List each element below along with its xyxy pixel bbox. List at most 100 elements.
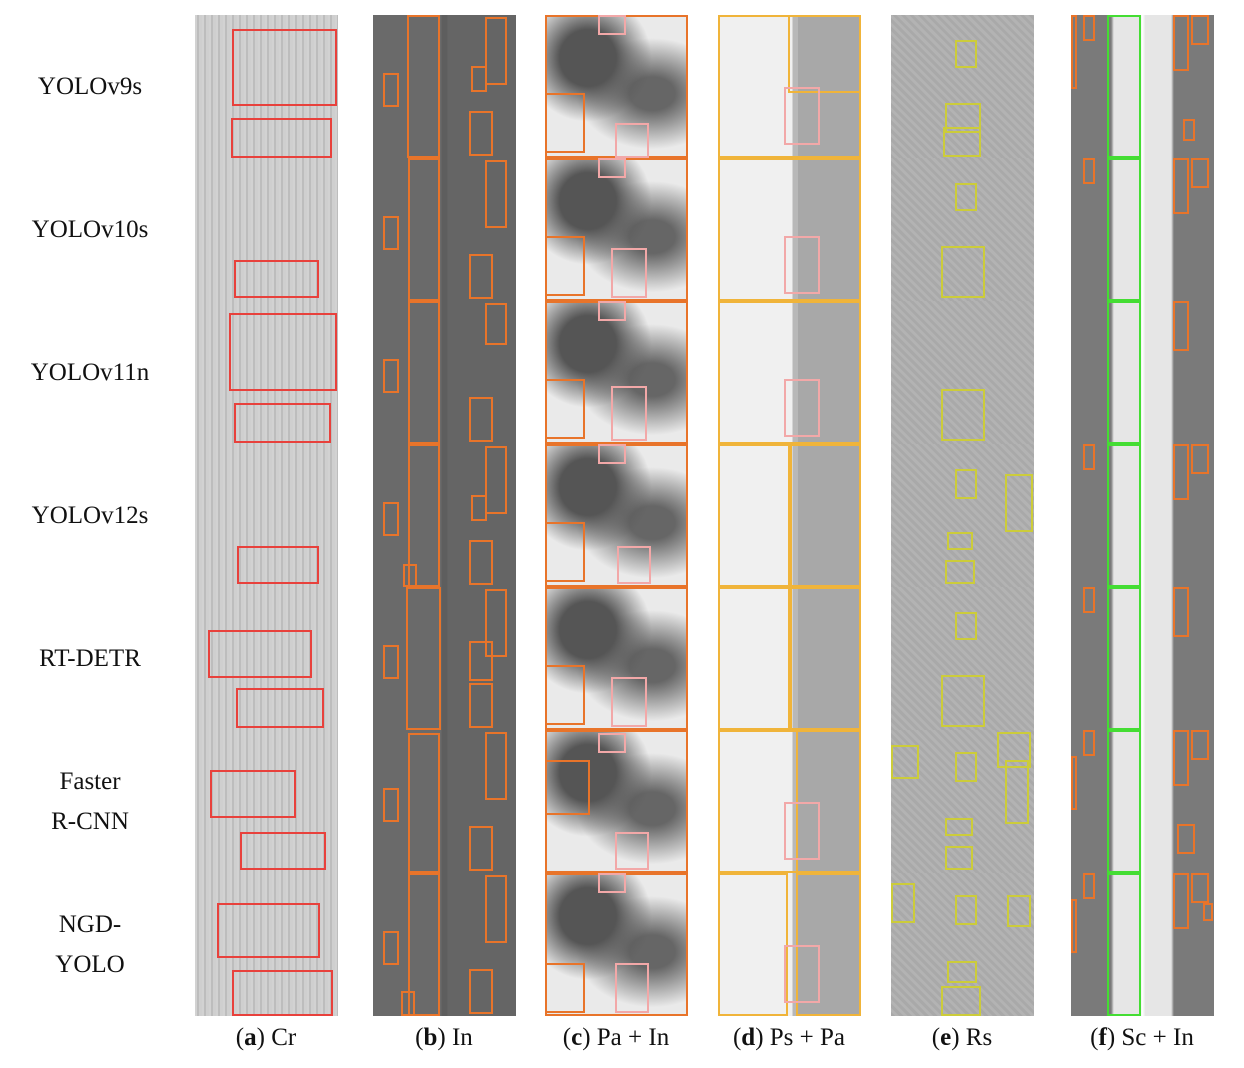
- detection-box: [236, 688, 324, 728]
- detection-box: [1177, 824, 1195, 854]
- detection-box: [469, 641, 493, 681]
- detection-box: [545, 93, 585, 153]
- detection-box: [1173, 873, 1189, 929]
- image-cell: [891, 301, 1034, 444]
- image-cell: [195, 444, 338, 587]
- column-label-f: (f) Sc + In: [1090, 1024, 1194, 1051]
- image-cell: [373, 444, 516, 587]
- detection-box: [383, 73, 399, 107]
- detection-box: [796, 730, 861, 873]
- detection-box: [1083, 587, 1095, 613]
- detection-box: [383, 645, 399, 679]
- image-cell: [1071, 444, 1214, 587]
- detection-box: [545, 236, 585, 296]
- detection-box: [1083, 444, 1095, 470]
- image-cell: [373, 15, 516, 158]
- detection-box: [240, 832, 326, 870]
- detection-box: [234, 260, 319, 298]
- detection-box: [485, 875, 507, 943]
- row-label-yolov10s: YOLOv10s: [31, 216, 149, 243]
- detection-box: [545, 665, 585, 725]
- image-cell: [195, 873, 338, 1016]
- detection-box: [941, 389, 985, 441]
- detection-box: [718, 873, 788, 1016]
- detection-box: [943, 127, 981, 157]
- detection-box: [615, 963, 649, 1013]
- image-cell: [718, 15, 861, 158]
- detection-box: [1191, 158, 1209, 188]
- image-cell: [195, 158, 338, 301]
- detection-box: [615, 123, 649, 158]
- image-cell: [545, 444, 688, 587]
- detection-box: [545, 522, 585, 582]
- detection-box: [469, 397, 493, 442]
- image-cell: [718, 158, 861, 301]
- detection-box: [790, 587, 861, 730]
- column-b-images: [373, 15, 516, 1016]
- image-cell: [1071, 587, 1214, 730]
- detection-box: [217, 903, 320, 958]
- detection-box: [232, 29, 337, 106]
- image-cell: [891, 444, 1034, 587]
- detection-box: [611, 248, 647, 298]
- detection-box: [598, 15, 626, 35]
- detection-box: [1191, 873, 1209, 903]
- detection-box: [406, 587, 441, 730]
- detection-box: [403, 564, 417, 587]
- image-cell: [545, 587, 688, 730]
- image-cell: [718, 873, 861, 1016]
- detection-box: [947, 961, 977, 983]
- detection-box: [1191, 444, 1209, 474]
- detection-box: [469, 540, 493, 585]
- detection-box: [784, 379, 820, 437]
- detection-box: [955, 469, 977, 499]
- detection-box: [718, 587, 790, 730]
- detection-box: [469, 111, 493, 156]
- detection-box: [955, 752, 977, 782]
- detection-box: [229, 313, 337, 391]
- column-label-c: (c) Pa + In: [562, 1024, 670, 1051]
- detection-box: [1005, 760, 1029, 824]
- detection-box: [1173, 15, 1189, 71]
- image-cell: [545, 730, 688, 873]
- detection-box: [955, 183, 977, 211]
- detection-box: [784, 802, 820, 860]
- detection-box: [469, 254, 493, 299]
- detection-box: [401, 991, 415, 1016]
- detection-box: [718, 158, 861, 301]
- detection-box: [383, 359, 399, 393]
- detection-box: [955, 612, 977, 640]
- detection-box: [408, 158, 440, 301]
- detection-box: [1173, 444, 1189, 500]
- detection-box: [1203, 903, 1213, 921]
- detection-box: [1005, 474, 1033, 532]
- column-d-images: [718, 15, 861, 1016]
- detection-box: [485, 160, 507, 228]
- image-cell: [891, 873, 1034, 1016]
- detection-box: [718, 444, 790, 587]
- detection-box: [1107, 158, 1141, 301]
- detection-box: [788, 15, 861, 93]
- image-cell: [718, 444, 861, 587]
- image-cell: [373, 158, 516, 301]
- detection-box: [469, 683, 493, 728]
- detection-box: [237, 546, 319, 584]
- column-label-d: (d) Ps + Pa: [732, 1024, 846, 1051]
- detection-box: [232, 970, 333, 1016]
- image-cell: [891, 158, 1034, 301]
- image-cell: [195, 15, 338, 158]
- column-label-a: (a) Cr: [235, 1024, 297, 1051]
- detection-box: [234, 403, 331, 443]
- detection-box: [617, 546, 651, 584]
- detection-box: [1107, 444, 1141, 587]
- detection-box: [1071, 15, 1077, 89]
- image-cell: [373, 587, 516, 730]
- image-cell: [545, 301, 688, 444]
- row-label-yolov9s: YOLOv9s: [37, 73, 143, 100]
- detection-box: [955, 895, 977, 925]
- image-cell: [195, 730, 338, 873]
- detection-box: [784, 87, 820, 145]
- detection-box: [1173, 730, 1189, 786]
- row-label-yolov12s: YOLOv12s: [31, 502, 149, 529]
- detection-box: [891, 745, 919, 779]
